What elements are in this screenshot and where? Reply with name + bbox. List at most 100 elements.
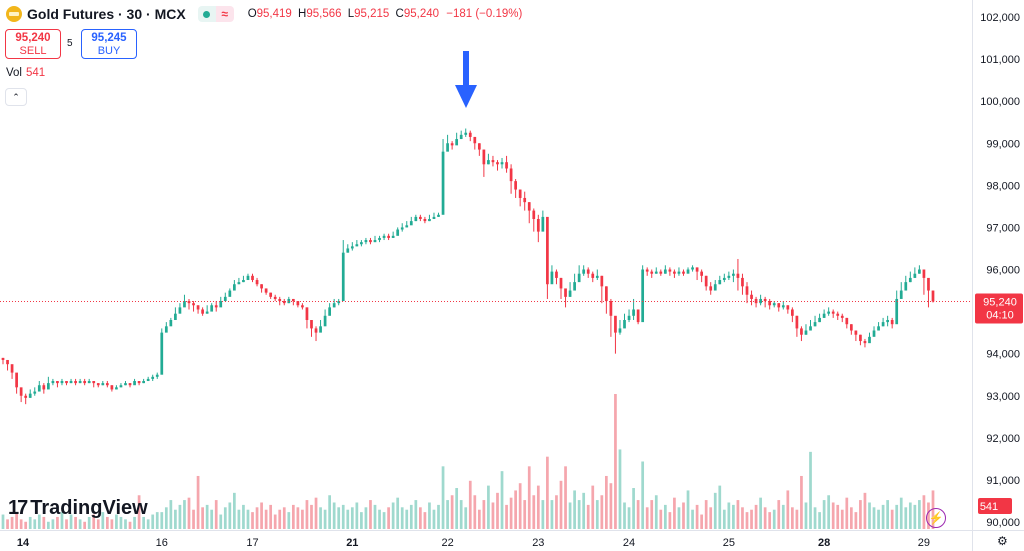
volume-bar [137, 495, 141, 529]
settings-gear-icon[interactable]: ⚙ [997, 534, 1008, 548]
candle-body [759, 298, 762, 304]
annotation-arrow-head[interactable] [455, 85, 477, 108]
volume-bar [373, 504, 377, 529]
x-tick-label: 25 [723, 537, 735, 549]
volume-bar [33, 519, 37, 529]
candle-body [872, 330, 876, 337]
sell-button[interactable]: 95,240 SELL [5, 29, 61, 59]
candle-body [518, 189, 522, 198]
candle-body [477, 143, 481, 150]
volume-bar [863, 492, 867, 529]
candle-body [890, 320, 894, 325]
buy-button[interactable]: 95,245 BUY [81, 29, 137, 59]
candle-body [496, 162, 499, 165]
volume-bar [586, 504, 590, 529]
volume-bar [868, 502, 871, 529]
volume-bar [428, 502, 431, 529]
candle-body [663, 269, 667, 274]
volume-bar [468, 480, 472, 529]
candle-body [373, 240, 377, 243]
volume-bar [605, 475, 608, 529]
candle-body [641, 269, 645, 323]
candle-body [237, 282, 241, 285]
candle-body [378, 237, 381, 241]
annotation-arrow-shaft[interactable] [463, 51, 469, 87]
volume-bar [146, 519, 150, 529]
volume-bar [845, 497, 849, 529]
volume-bar [378, 509, 381, 529]
volume-bar [24, 521, 28, 529]
candle-body [550, 271, 554, 285]
approx-icon[interactable]: ≈ [215, 6, 234, 22]
candle-body [854, 330, 858, 335]
volume-bar [686, 490, 690, 529]
volume-bar [577, 500, 581, 529]
volume-bar [92, 514, 96, 529]
volume-bar [713, 492, 717, 529]
candle-body [459, 134, 463, 140]
candle-body [201, 309, 204, 314]
candle-body [183, 301, 186, 308]
volume-bar [886, 500, 889, 529]
candle-body [87, 381, 91, 384]
volume-bar [37, 514, 41, 529]
y-tick-label: 92,000 [986, 433, 1020, 445]
tradingview-logo[interactable]: 17 TradingView [8, 497, 148, 520]
candle-body [827, 311, 831, 314]
volume-bar [305, 500, 309, 529]
candle-body [809, 326, 812, 331]
candle-body [382, 235, 386, 238]
candle-body [918, 269, 921, 274]
volume-bar [800, 475, 803, 529]
flash-icon[interactable]: ⚡ [926, 508, 946, 528]
volume-bar [450, 495, 454, 529]
buy-price: 95,245 [91, 32, 127, 44]
volume-bar [500, 471, 504, 529]
volume-bar [582, 492, 586, 529]
candle-body [264, 288, 268, 293]
candle-body [423, 219, 427, 222]
status-pill[interactable]: ≈ [197, 6, 234, 22]
sell-price: 95,240 [15, 32, 51, 44]
volume-bar [840, 509, 844, 529]
volume-bar [673, 497, 676, 529]
candle-body [523, 197, 527, 203]
candle-body [151, 376, 155, 379]
volume-bar [695, 504, 699, 529]
volume-bar [387, 507, 390, 529]
symbol-title[interactable]: Gold Futures · 30 · MCX [27, 6, 186, 22]
volume-bar [160, 512, 164, 529]
volume-bar [627, 507, 631, 529]
candle-body [137, 381, 141, 384]
volume-bar [219, 514, 223, 529]
collapse-legend-button[interactable]: ⌃ [5, 88, 27, 106]
candle-body [355, 244, 359, 247]
volume-bar [74, 516, 77, 529]
volume-bar [319, 507, 322, 529]
volume-bar [142, 516, 145, 529]
y-tick-label: 93,000 [986, 391, 1020, 403]
candle-body [314, 328, 318, 333]
volume-bar [645, 507, 649, 529]
candle-body [845, 317, 849, 325]
candle-body [645, 269, 649, 272]
candle-body [33, 391, 37, 394]
gold-symbol-icon[interactable] [6, 6, 22, 22]
candle-body [219, 301, 223, 308]
candle-body [174, 313, 177, 320]
volume-bar [155, 512, 159, 529]
price-tag-price: 95,240 [983, 296, 1017, 308]
volume-bar [496, 492, 499, 529]
market-open-icon[interactable] [197, 6, 216, 22]
candle-body [214, 305, 218, 308]
candle-body [291, 298, 295, 302]
candle-body [514, 181, 517, 190]
candle-body [722, 277, 726, 281]
volume-bar [196, 475, 200, 529]
candle-body [536, 219, 540, 232]
volume-bar [564, 466, 567, 529]
volume-value: 541 [26, 67, 46, 79]
x-tick-label: 17 [246, 537, 258, 549]
volume-bar [391, 502, 395, 529]
